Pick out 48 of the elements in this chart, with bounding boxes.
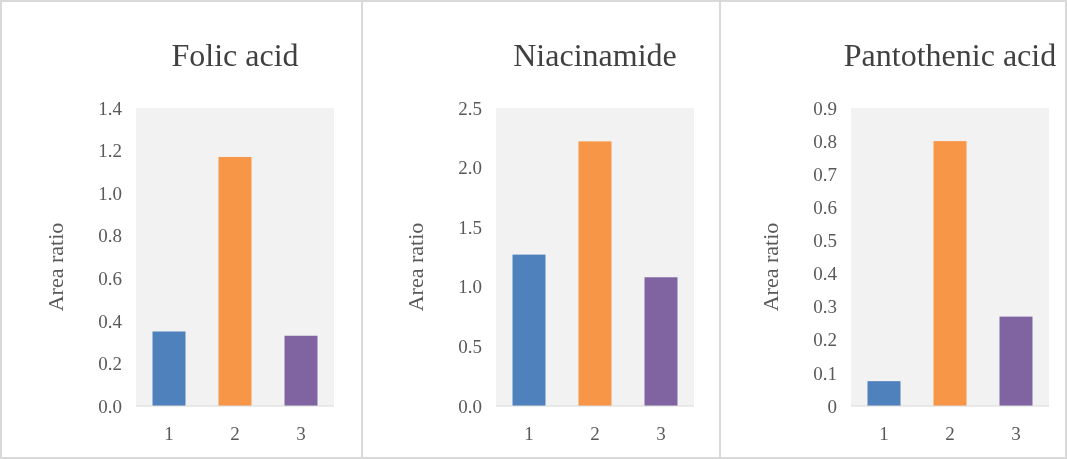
- y-tick-label: 1.0: [458, 276, 482, 298]
- bar: [578, 141, 612, 406]
- y-tick-label: 1.0: [98, 182, 122, 204]
- y-tick-label: 0.8: [813, 130, 837, 152]
- x-tick-label: 1: [879, 423, 889, 444]
- x-tick-label: 3: [1011, 423, 1021, 444]
- y-tick-label: 0.1: [813, 362, 837, 384]
- chart-title: Niacinamide: [513, 37, 677, 73]
- y-tick-label: 0.0: [98, 395, 122, 417]
- y-tick-label: 0.4: [98, 310, 123, 332]
- y-axis-title: Area ratio: [758, 222, 783, 312]
- y-axis-title: Area ratio: [43, 222, 68, 312]
- y-tick-label: 0.2: [813, 329, 837, 351]
- bar: [152, 331, 186, 406]
- bar: [284, 335, 318, 406]
- y-axis-title: Area ratio: [403, 222, 428, 312]
- chart-title: Folic acid: [171, 37, 299, 73]
- y-tick-label: 0: [827, 395, 837, 417]
- y-tick-label: 0.6: [98, 267, 122, 289]
- y-tick-label: 0.5: [813, 230, 837, 252]
- y-tick-label: 0.9: [813, 97, 837, 119]
- bar: [218, 156, 252, 406]
- y-tick-label: 1.5: [458, 216, 482, 238]
- bar: [512, 254, 546, 406]
- x-tick-label: 3: [656, 423, 666, 444]
- bar: [999, 316, 1033, 406]
- y-tick-label: 0.0: [458, 395, 482, 417]
- y-tick-label: 0.7: [813, 163, 837, 185]
- y-tick-label: 0.6: [813, 196, 837, 218]
- y-tick-label: 0.8: [98, 225, 122, 247]
- y-tick-label: 1.2: [98, 140, 122, 162]
- y-tick-label: 2.5: [458, 97, 482, 119]
- bar: [867, 381, 901, 406]
- x-tick-label: 1: [164, 423, 174, 444]
- bar: [644, 277, 678, 406]
- bar: [933, 141, 967, 406]
- y-tick-label: 0.3: [813, 296, 837, 318]
- y-tick-label: 1.4: [98, 97, 123, 119]
- y-tick-label: 2.0: [458, 157, 482, 179]
- x-tick-label: 2: [230, 423, 240, 444]
- x-tick-label: 2: [945, 423, 955, 444]
- y-tick-label: 0.2: [98, 353, 122, 375]
- x-tick-label: 2: [590, 423, 600, 444]
- y-tick-label: 0.4: [813, 263, 838, 285]
- x-tick-label: 1: [524, 423, 534, 444]
- y-tick-label: 0.5: [458, 336, 482, 358]
- chart-title: Pantothenic acid: [843, 37, 1057, 73]
- x-tick-label: 3: [296, 423, 306, 444]
